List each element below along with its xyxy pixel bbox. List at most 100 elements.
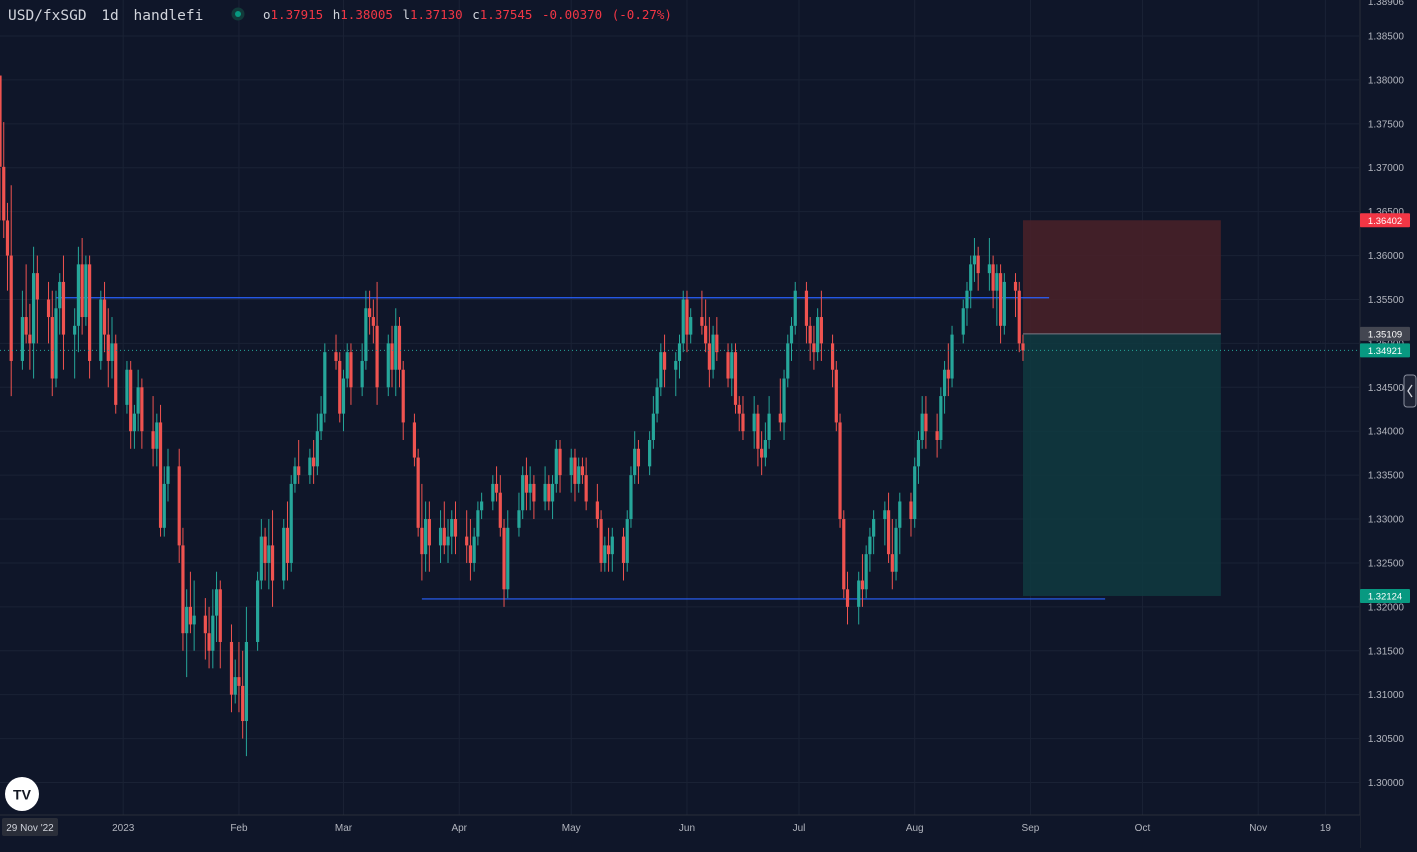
- candle-body: [129, 369, 133, 432]
- price-tag-bg: [1360, 326, 1410, 341]
- candle-body: [20, 317, 25, 361]
- candle-body: [442, 527, 446, 546]
- candle-body: [883, 510, 887, 520]
- candle-body: [894, 527, 898, 572]
- candle: [2, 122, 6, 239]
- candle: [285, 501, 290, 581]
- symbol-label: USD/fxSGD: [8, 8, 87, 24]
- candle-body: [364, 308, 368, 361]
- candle: [282, 519, 286, 590]
- candle-body: [916, 439, 921, 467]
- candle-body: [890, 554, 894, 572]
- candle-body: [218, 589, 222, 642]
- candle: [24, 264, 28, 344]
- price-tag: 1.32124: [1360, 588, 1410, 603]
- candle: [782, 369, 786, 440]
- candle-body: [237, 677, 241, 686]
- candle: [0, 75, 2, 221]
- candle: [61, 255, 66, 370]
- candle: [532, 475, 536, 520]
- candle-body: [659, 352, 663, 388]
- candle-body: [207, 633, 211, 651]
- price-tag: 1.34921: [1360, 343, 1410, 358]
- candle-body: [412, 422, 417, 458]
- candle: [401, 360, 405, 440]
- candle-body: [211, 615, 215, 651]
- candle-body: [308, 457, 312, 476]
- candle: [733, 343, 738, 414]
- candle: [924, 396, 928, 449]
- candle: [950, 325, 954, 388]
- candle-body: [214, 589, 219, 616]
- candle-body: [599, 519, 603, 563]
- candle-body: [689, 317, 693, 335]
- price-tag: 1.36402: [1360, 213, 1410, 228]
- candle-body: [506, 527, 510, 590]
- candle-body: [80, 264, 84, 318]
- candle: [610, 527, 614, 572]
- x-tick-label: Mar: [335, 823, 353, 834]
- candle-body: [898, 501, 902, 528]
- candle: [625, 510, 629, 572]
- time-axis[interactable]: 2023 Feb Mar Apr May Jun Jul Aug Sep Oct Nov 19 29 N…: [0, 814, 1360, 848]
- candle-body: [54, 308, 58, 379]
- candle: [662, 334, 667, 388]
- candle: [323, 343, 327, 423]
- stop-loss-zone[interactable]: [1022, 220, 1221, 334]
- candle: [20, 290, 25, 370]
- candle-body: [700, 317, 704, 326]
- candle: [636, 439, 641, 484]
- candle-body: [46, 299, 51, 318]
- candle-body: [465, 536, 469, 546]
- candle-body: [991, 264, 995, 291]
- y-tick-label-top: 1.38906: [1368, 0, 1405, 8]
- candle: [946, 343, 950, 397]
- candle: [651, 396, 655, 449]
- candle: [1021, 334, 1025, 361]
- candle-body: [976, 255, 980, 274]
- candle-body: [28, 334, 32, 344]
- candle: [838, 413, 842, 528]
- candle: [185, 589, 189, 678]
- candle: [177, 448, 181, 563]
- candle: [397, 317, 402, 388]
- candle: [412, 413, 417, 467]
- candle: [267, 519, 271, 590]
- candle: [166, 448, 170, 502]
- candle: [345, 343, 349, 388]
- candle: [259, 519, 263, 590]
- price-tag-label: 1.36402: [1368, 216, 1402, 227]
- axis-scroll-handle[interactable]: [1403, 374, 1417, 408]
- candle: [1002, 273, 1006, 335]
- price-tag-label: 1.32124: [1368, 591, 1402, 602]
- candle-body: [229, 641, 234, 695]
- candle: [1013, 273, 1018, 318]
- candle: [416, 448, 420, 537]
- take-profit-zone[interactable]: [1022, 333, 1221, 596]
- tradingview-logo-icon[interactable]: TV: [5, 777, 39, 811]
- price-axis[interactable]: 1.30000 1.30500 1.31000 1.31500 1.32000 1.325…: [1359, 0, 1417, 848]
- candle-body: [136, 387, 140, 414]
- candle-body: [782, 378, 786, 423]
- candle-body: [886, 510, 891, 555]
- candle: [498, 475, 502, 537]
- candle-body: [580, 466, 585, 476]
- time-axis-bg: [0, 815, 1360, 848]
- candle: [502, 519, 506, 607]
- candle: [550, 475, 555, 520]
- candle: [603, 536, 607, 572]
- y-tick-label: 1.34500: [1368, 383, 1405, 394]
- candle-body: [715, 334, 719, 353]
- candle-body: [1002, 281, 1006, 326]
- candle-body: [140, 387, 144, 432]
- candle: [293, 457, 297, 493]
- candle-body: [924, 413, 928, 432]
- candle: [99, 290, 103, 370]
- candle: [84, 255, 88, 326]
- candle-body: [577, 466, 581, 484]
- candle: [155, 413, 159, 467]
- candle: [297, 439, 301, 484]
- candle: [547, 475, 551, 511]
